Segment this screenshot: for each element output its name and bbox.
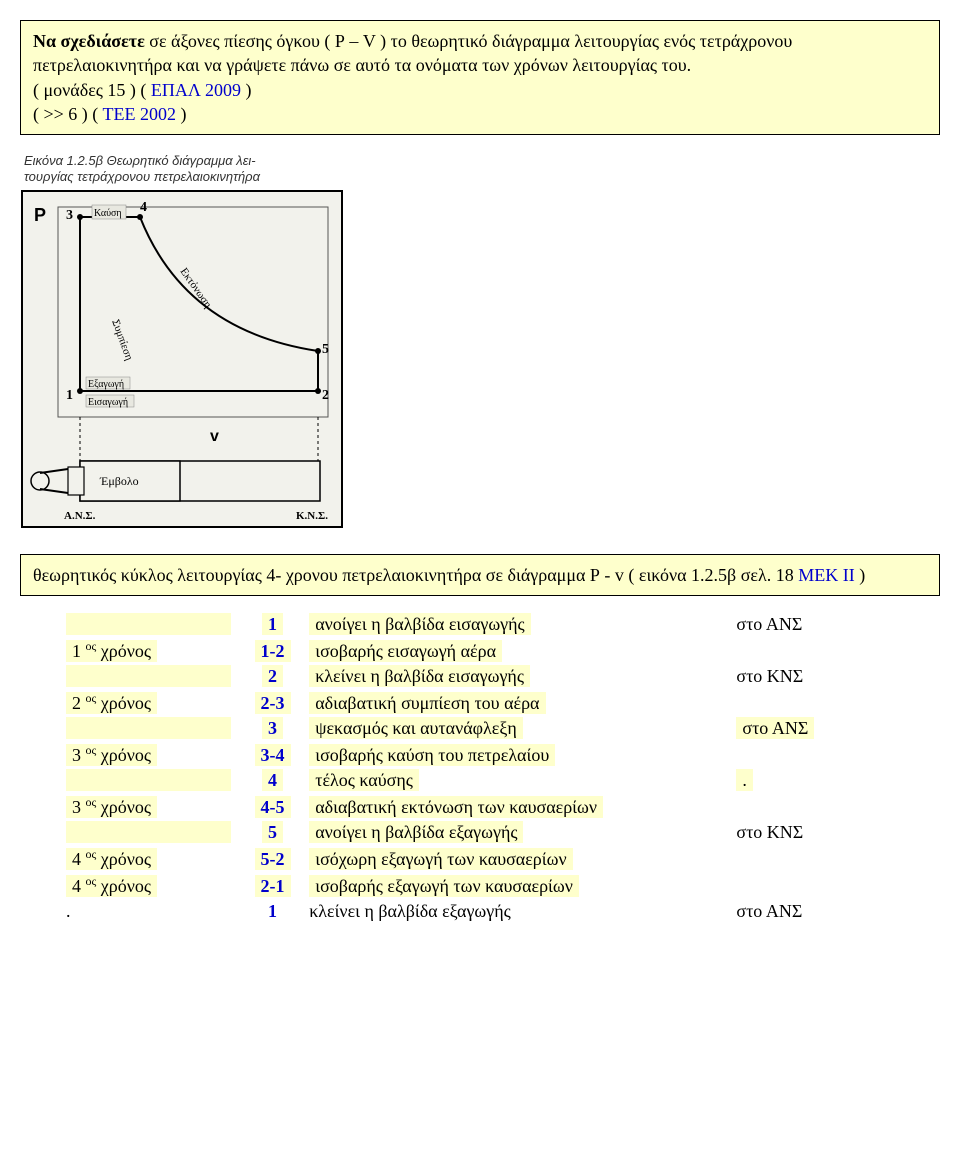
- question-lead: Να σχεδιάσετε: [33, 31, 145, 51]
- source-line-1: ( μονάδες 15 ) ( ΕΠΑΛ 2009 ): [33, 80, 251, 100]
- desc-cell: ισοβαρής εισαγωγή αέρα: [303, 637, 730, 664]
- desc-cell: κλείνει η βαλβίδα εισαγωγής: [303, 664, 730, 689]
- table-row: 3 ος χρόνος3-4ισοβαρής καύση του πετρελα…: [60, 741, 880, 768]
- answer-box: θεωρητικός κύκλος λειτουργίας 4- χρονου …: [20, 554, 940, 596]
- chronos-cell: [60, 612, 242, 637]
- chronos-cell: 2 ος χρόνος: [60, 689, 242, 716]
- where-cell: στο ΑΝΣ: [730, 612, 880, 637]
- where-cell: [730, 845, 880, 872]
- chronos-cell: 1 ος χρόνος: [60, 637, 242, 664]
- point-4: 4: [140, 200, 147, 215]
- question-rest: σε άξονες πίεσης όγκου ( Ρ – V ) το θεωρ…: [33, 31, 792, 75]
- chronos-cell: 4 ος χρόνος: [60, 872, 242, 899]
- table-row: 5ανοίγει η βαλβίδα εξαγωγήςστο ΚΝΣ: [60, 820, 880, 845]
- desc-cell: ανοίγει η βαλβίδα εισαγωγής: [303, 612, 730, 637]
- where-cell: [730, 741, 880, 768]
- step-cell: 3: [242, 716, 303, 741]
- label-eisagogi: Εισαγωγή: [88, 397, 128, 408]
- where-cell: [730, 793, 880, 820]
- desc-cell: ισοβαρής εξαγωγή των καυσαερίων: [303, 872, 730, 899]
- where-cell: στο ΚΝΣ: [730, 664, 880, 689]
- label-kns: Κ.Ν.Σ.: [296, 510, 328, 522]
- desc-cell: αδιαβατική εκτόνωση των καυσαερίων: [303, 793, 730, 820]
- label-embolo: Έμβολο: [99, 474, 139, 488]
- diagram-caption-2: τουργίας τετράχρονου πετρελαιοκινητήρα: [24, 169, 261, 184]
- where-cell: [730, 637, 880, 664]
- table-row: 4 ος χρόνος5-2ισόχωρη εξαγωγή των καυσαε…: [60, 845, 880, 872]
- desc-cell: ισόχωρη εξαγωγή των καυσαερίων: [303, 845, 730, 872]
- chronos-cell: [60, 664, 242, 689]
- table-row: 4τέλος καύσης.: [60, 768, 880, 793]
- step-cell: 2-3: [242, 689, 303, 716]
- chronos-cell: 3 ος χρόνος: [60, 741, 242, 768]
- chronos-cell: [60, 768, 242, 793]
- where-cell: .: [730, 768, 880, 793]
- step-cell: 2: [242, 664, 303, 689]
- where-cell: στο ΑΝΣ: [730, 716, 880, 741]
- table-row: .1κλείνει η βαλβίδα εξαγωγήςστο ΑΝΣ: [60, 899, 880, 924]
- step-cell: 2-1: [242, 872, 303, 899]
- table-row: 3 ος χρόνος4-5αδιαβατική εκτόνωση των κα…: [60, 793, 880, 820]
- source-line-2: ( >> 6 ) ( ΤΕΕ 2002 ): [33, 104, 186, 124]
- chronos-cell: .: [60, 899, 242, 924]
- diagram-caption-1: Εικόνα 1.2.5β Θεωρητικό διάγραμμα λει-: [24, 153, 256, 168]
- desc-cell: αδιαβατική συμπίεση του αέρα: [303, 689, 730, 716]
- desc-cell: ανοίγει η βαλβίδα εξαγωγής: [303, 820, 730, 845]
- step-cell: 4: [242, 768, 303, 793]
- point-5: 5: [322, 342, 329, 357]
- table-row: 4 ος χρόνος2-1ισοβαρής εξαγωγή των καυσα…: [60, 872, 880, 899]
- where-cell: [730, 689, 880, 716]
- desc-cell: κλείνει η βαλβίδα εξαγωγής: [303, 899, 730, 924]
- point-2: 2: [322, 388, 329, 403]
- table-row: 2 ος χρόνος2-3αδιαβατική συμπίεση του αέ…: [60, 689, 880, 716]
- where-cell: στο ΑΝΣ: [730, 899, 880, 924]
- step-cell: 1-2: [242, 637, 303, 664]
- step-cell: 1: [242, 899, 303, 924]
- table-row: 1ανοίγει η βαλβίδα εισαγωγήςστο ΑΝΣ: [60, 612, 880, 637]
- step-cell: 5-2: [242, 845, 303, 872]
- chronos-cell: [60, 820, 242, 845]
- question-box: Να σχεδιάσετε σε άξονες πίεσης όγκου ( Ρ…: [20, 20, 940, 135]
- chronos-cell: 4 ος χρόνος: [60, 845, 242, 872]
- label-ans: Α.Ν.Σ.: [64, 510, 96, 522]
- point-1: 1: [66, 388, 73, 403]
- step-cell: 1: [242, 612, 303, 637]
- desc-cell: ισοβαρής καύση του πετρελαίου: [303, 741, 730, 768]
- table-row: 2κλείνει η βαλβίδα εισαγωγήςστο ΚΝΣ: [60, 664, 880, 689]
- point-3: 3: [66, 208, 73, 223]
- desc-cell: τέλος καύσης: [303, 768, 730, 793]
- step-cell: 3-4: [242, 741, 303, 768]
- table-row: 3ψεκασμός και αυτανάφλεξηστο ΑΝΣ: [60, 716, 880, 741]
- where-cell: στο ΚΝΣ: [730, 820, 880, 845]
- table-row: 1 ος χρόνος1-2ισοβαρής εισαγωγή αέρα: [60, 637, 880, 664]
- desc-cell: ψεκασμός και αυτανάφλεξη: [303, 716, 730, 741]
- chronos-cell: 3 ος χρόνος: [60, 793, 242, 820]
- step-cell: 5: [242, 820, 303, 845]
- label-exagogi: Εξαγωγή: [88, 379, 124, 390]
- x-axis-label: v: [210, 428, 219, 445]
- where-cell: [730, 872, 880, 899]
- pv-diagram: Εικόνα 1.2.5β Θεωρητικό διάγραμμα λει- τ…: [20, 151, 940, 536]
- cycle-table: 1ανοίγει η βαλβίδα εισαγωγήςστο ΑΝΣ1 ος …: [20, 612, 940, 924]
- step-cell: 4-5: [242, 793, 303, 820]
- label-kausi: Καύση: [94, 208, 122, 219]
- y-axis-label: P: [34, 205, 46, 225]
- chronos-cell: [60, 716, 242, 741]
